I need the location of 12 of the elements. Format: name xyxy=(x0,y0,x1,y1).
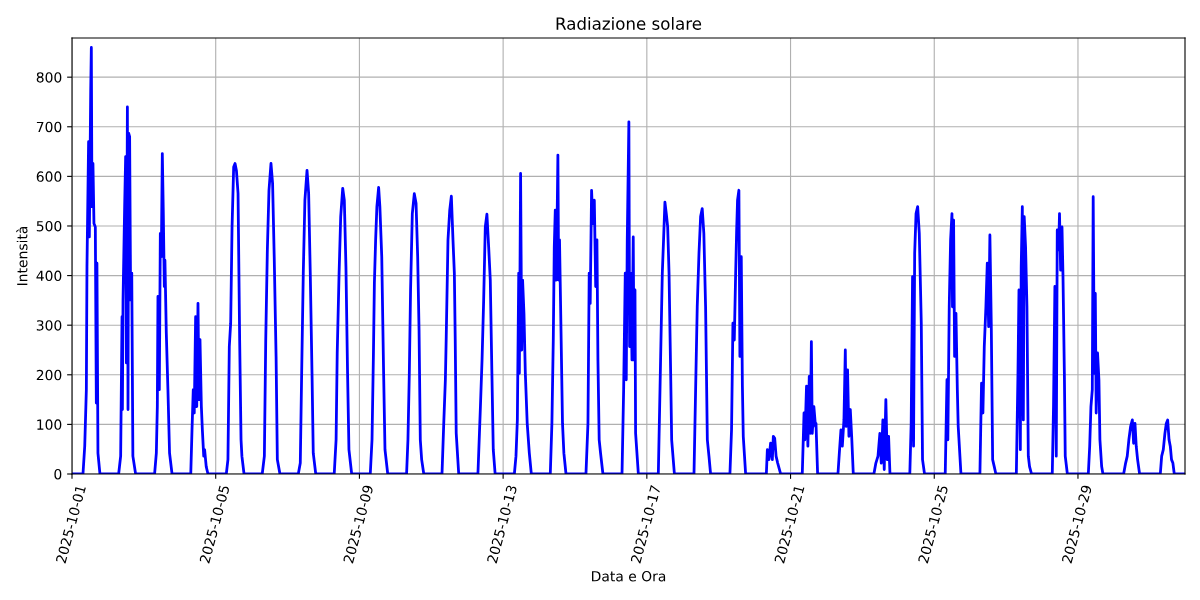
y-tick-label: 600 xyxy=(36,171,62,182)
y-tick-label: 800 xyxy=(36,72,62,83)
chart-title: Radiazione solare xyxy=(556,16,702,30)
y-axis-title: Intensità xyxy=(16,226,28,285)
y-tick-label: 100 xyxy=(37,419,62,430)
x-axis-title: Data e Ora xyxy=(592,570,666,582)
y-tick-label: 0 xyxy=(54,468,62,480)
y-tick-label: 400 xyxy=(36,270,62,282)
y-tick-label: 300 xyxy=(36,320,62,331)
y-tick-label: 500 xyxy=(36,220,62,232)
y-tick-label: 200 xyxy=(36,369,62,381)
y-tick-label: 700 xyxy=(36,121,62,133)
